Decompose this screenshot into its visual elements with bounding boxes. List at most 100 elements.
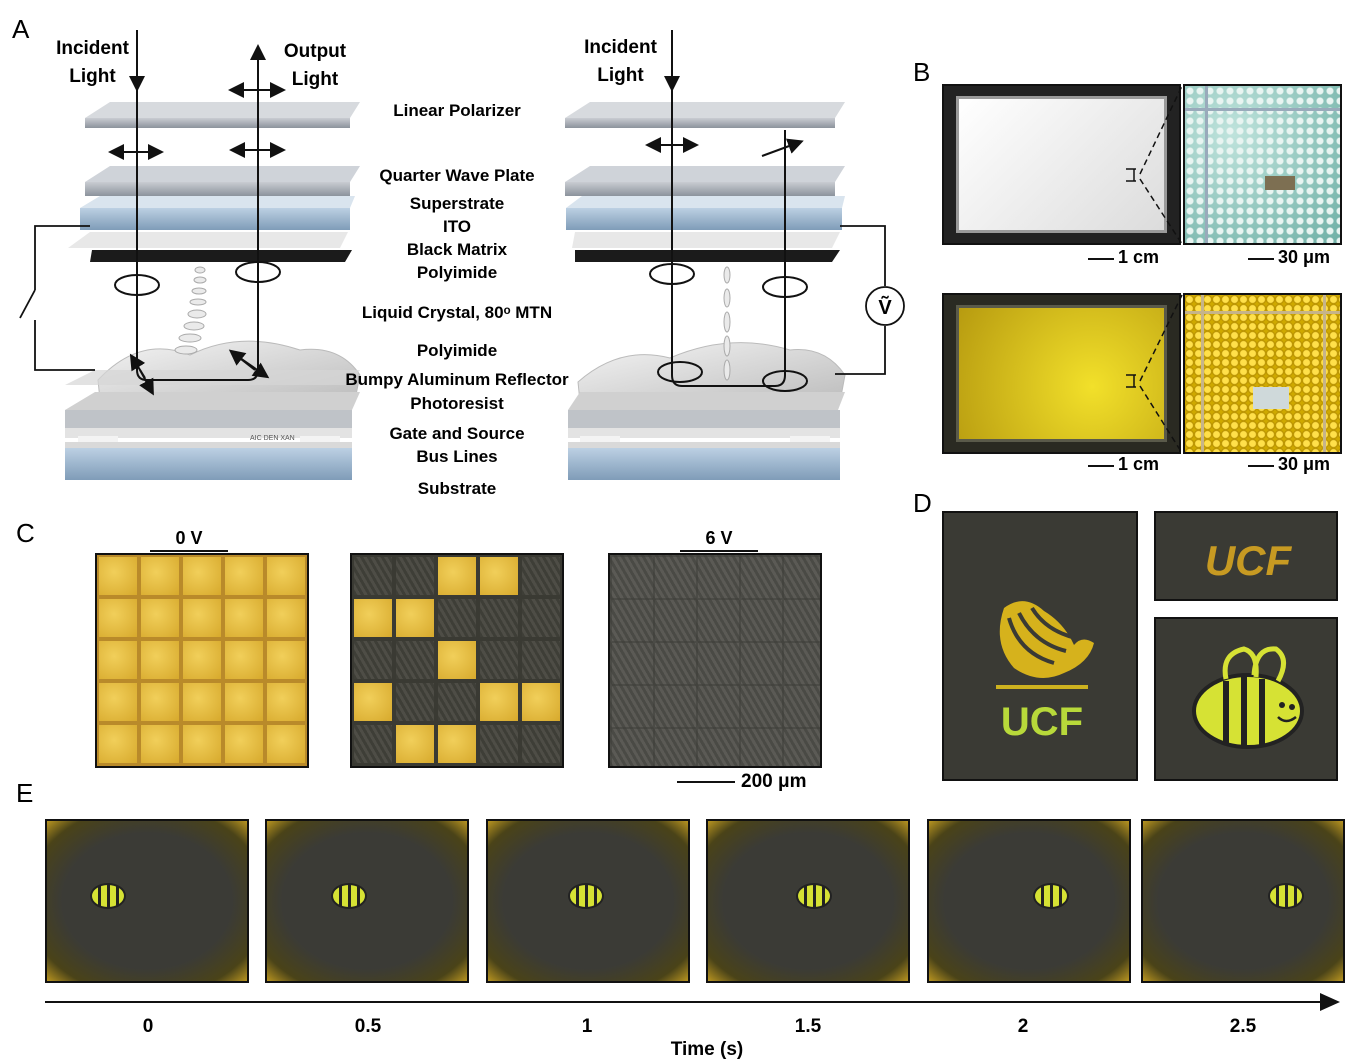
pixel-cell <box>438 641 476 679</box>
panel-b-label: B <box>913 57 931 87</box>
panel-d-label: D <box>913 488 932 518</box>
left-lc-molecules <box>174 266 207 355</box>
pixel-cell <box>522 683 560 721</box>
left-output-line1: Output <box>283 41 347 62</box>
time-label-0: 0 <box>142 1016 154 1037</box>
right-lc-molecules <box>723 266 731 381</box>
layer-liquid-crystal: Liquid Crystal, 80ᵒ MTN <box>361 303 553 322</box>
pixel-cell <box>354 725 392 763</box>
layer-ito: ITO <box>442 217 472 236</box>
bee-icon <box>796 883 832 909</box>
pixel-cell <box>396 557 434 595</box>
time-label-1: 1 <box>581 1016 593 1037</box>
white-display-micrograph <box>1183 84 1342 245</box>
pixel-cell <box>225 557 263 595</box>
pixel-grid-6v <box>608 553 822 768</box>
scalebar-1cm-bottom <box>1088 465 1114 467</box>
scale-200um-label: 200 μm <box>741 771 807 792</box>
left-light-path <box>108 30 286 396</box>
pixel-cell <box>99 641 137 679</box>
pixel-cell <box>183 557 221 595</box>
bee-display <box>1154 617 1338 781</box>
pixel-cell <box>267 557 305 595</box>
pixel-cell <box>438 725 476 763</box>
right-incident-line2: Light <box>597 65 644 86</box>
pixel-cell <box>480 557 518 595</box>
scale-1cm-top-label: 1 cm <box>1118 247 1160 267</box>
pixel-cell <box>522 557 560 595</box>
pixel-cell <box>438 599 476 637</box>
pixel-cell <box>396 725 434 763</box>
layer-superstrate: Superstrate <box>409 194 505 213</box>
time-label-2-5: 2.5 <box>1229 1016 1257 1037</box>
pixel-cell <box>141 557 179 595</box>
layer-polyimide-top: Polyimide <box>416 263 498 282</box>
left-switch-circuit <box>19 225 95 371</box>
pixel-cell <box>141 641 179 679</box>
pegasus-logo-icon: UCF <box>996 601 1094 744</box>
pixel-cell <box>522 599 560 637</box>
left-output-label: Output Light <box>265 38 365 94</box>
pixel-cell <box>480 641 518 679</box>
ucf-banner-text: UCF <box>1205 537 1293 584</box>
ucf-banner-svg: UCF <box>1205 537 1293 584</box>
layer-quarter-wave-plate: Quarter Wave Plate <box>379 166 535 185</box>
panel-a-label: A <box>12 14 30 44</box>
pixel-cell <box>141 725 179 763</box>
layer-polyimide-bottom: Polyimide <box>416 341 498 360</box>
bee-icon <box>1192 646 1304 749</box>
zoom-lines-top <box>1126 85 1183 245</box>
scale-30um-bottom-label: 30 μm <box>1278 454 1331 474</box>
time-label-0-5: 0.5 <box>354 1016 382 1037</box>
ucf-logo-text: UCF <box>1001 700 1083 744</box>
pixel-cell <box>396 683 434 721</box>
right-layer-stack <box>565 102 846 480</box>
layer-linear-polarizer: Linear Polarizer <box>393 101 521 120</box>
label-6v-bar <box>680 550 758 552</box>
scalebar-30um-bottom <box>1248 465 1274 467</box>
panel-e-label: E <box>16 778 34 808</box>
label-0v: 0 V <box>175 528 203 548</box>
pixel-cell <box>183 599 221 637</box>
scale-30um-top-label: 30 μm <box>1278 247 1331 267</box>
left-incident-line2: Light <box>69 66 116 87</box>
label-6v: 6 V <box>705 528 733 548</box>
pixel-cell <box>480 599 518 637</box>
layer-bus-lines: Bus Lines <box>416 447 498 466</box>
left-layer-stack: AIC DEN XAN <box>65 102 361 480</box>
pixel-cell <box>99 557 137 595</box>
pixel-cell <box>354 557 392 595</box>
bee-icon <box>90 883 127 909</box>
left-incident-line1: Incident <box>56 38 129 59</box>
panel-c-label: C <box>16 518 35 548</box>
pixel-cell <box>396 599 434 637</box>
pixel-cell <box>267 725 305 763</box>
time-frame <box>265 819 469 983</box>
time-frame <box>927 819 1131 983</box>
pixel-grid-0v <box>95 553 309 768</box>
pixel-cell <box>522 641 560 679</box>
pixel-cell <box>438 557 476 595</box>
pixel-cell <box>354 641 392 679</box>
pixel-cell <box>522 725 560 763</box>
time-axis-title: Time (s) <box>670 1039 744 1060</box>
pixel-cell <box>141 683 179 721</box>
pixel-cell <box>354 683 392 721</box>
layer-gate-source: Gate and Source <box>389 424 525 443</box>
label-0v-bar <box>150 550 228 552</box>
pixel-cell <box>267 683 305 721</box>
pixel-grid-pattern <box>350 553 564 768</box>
time-frame <box>45 819 249 983</box>
pixel-cell <box>99 683 137 721</box>
pixel-cell <box>480 683 518 721</box>
layer-substrate: Substrate <box>417 479 497 498</box>
pixel-cell <box>225 599 263 637</box>
white-display-photo <box>942 84 1181 245</box>
ucf-logo-display: UCF <box>942 511 1138 781</box>
bee-icon <box>1267 883 1304 909</box>
scalebar-30um-top <box>1248 258 1274 260</box>
pixel-cell <box>99 725 137 763</box>
right-voltage-circuit <box>835 225 905 375</box>
left-output-line2: Light <box>291 69 339 90</box>
scalebar-200um <box>677 781 735 783</box>
